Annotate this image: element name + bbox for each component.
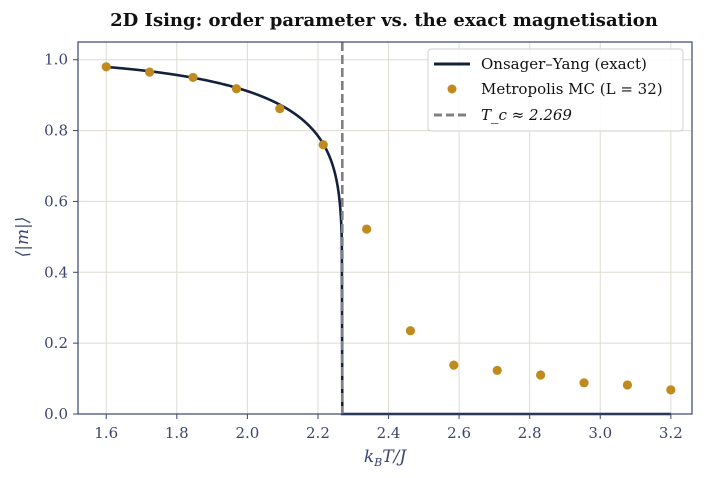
mc-data-point	[275, 104, 285, 114]
x-tick-label: 2.4	[377, 424, 401, 442]
y-tick-label: 0.8	[44, 122, 68, 140]
y-tick-label: 0.4	[44, 263, 68, 281]
x-tick-label: 2.0	[235, 424, 259, 442]
mc-data-point	[449, 360, 459, 370]
x-tick-label: 3.0	[588, 424, 612, 442]
axes: 1.6 1.8 2.0 2.2 2.4 2.6 2.8 3.0 3.2 0.0 0.2 0.4 0.6 0…	[44, 41, 693, 442]
x-tick-label: 2.2	[306, 424, 330, 442]
y-tick-label: 0.0	[44, 405, 68, 423]
mc-data-point	[666, 385, 676, 395]
mc-data-point	[101, 62, 111, 72]
legend-mc-label: Metropolis MC (L = 32)	[481, 80, 663, 98]
chart-title: 2D Ising: order parameter vs. the exact …	[110, 10, 658, 31]
mc-data-point	[318, 140, 328, 150]
x-label-k: k	[364, 447, 374, 467]
mc-data-point	[579, 378, 589, 388]
y-tick-label: 1.0	[44, 51, 68, 69]
legend-exact-label: Onsager–Yang (exact)	[481, 55, 647, 73]
plot-area	[101, 42, 676, 416]
legend-tc-label: T_c ≈ 2.269	[481, 106, 572, 124]
mc-data-point	[362, 224, 372, 234]
x-label-rest: T/J	[382, 447, 407, 467]
y-axis-label: ⟨|m|⟩	[13, 217, 33, 258]
mc-data-point	[231, 84, 242, 94]
y-tick-label: 0.2	[44, 334, 68, 352]
legend-box	[427, 48, 684, 132]
y-tick-label: 0.6	[44, 192, 68, 210]
plot-frame	[77, 41, 693, 415]
x-tick-label: 2.6	[447, 424, 471, 442]
mc-data-point	[622, 380, 633, 390]
x-tick-label: 3.2	[659, 424, 683, 442]
x-tick-label: 1.6	[94, 424, 118, 442]
x-tick-label: 1.8	[165, 424, 189, 442]
x-tick-label: 2.8	[518, 424, 542, 442]
mc-data-point	[188, 72, 198, 83]
legend-mc-swatch	[447, 84, 457, 94]
legend: Onsager–Yang (exact) Metropolis MC (L = …	[427, 48, 684, 132]
x-axis-label: kBT/J	[364, 447, 407, 469]
x-label-sub: B	[373, 456, 382, 469]
mc-data-point	[492, 365, 502, 376]
mc-data-point	[405, 326, 416, 336]
mc-data-point	[145, 67, 155, 77]
mc-data-point	[536, 370, 546, 380]
